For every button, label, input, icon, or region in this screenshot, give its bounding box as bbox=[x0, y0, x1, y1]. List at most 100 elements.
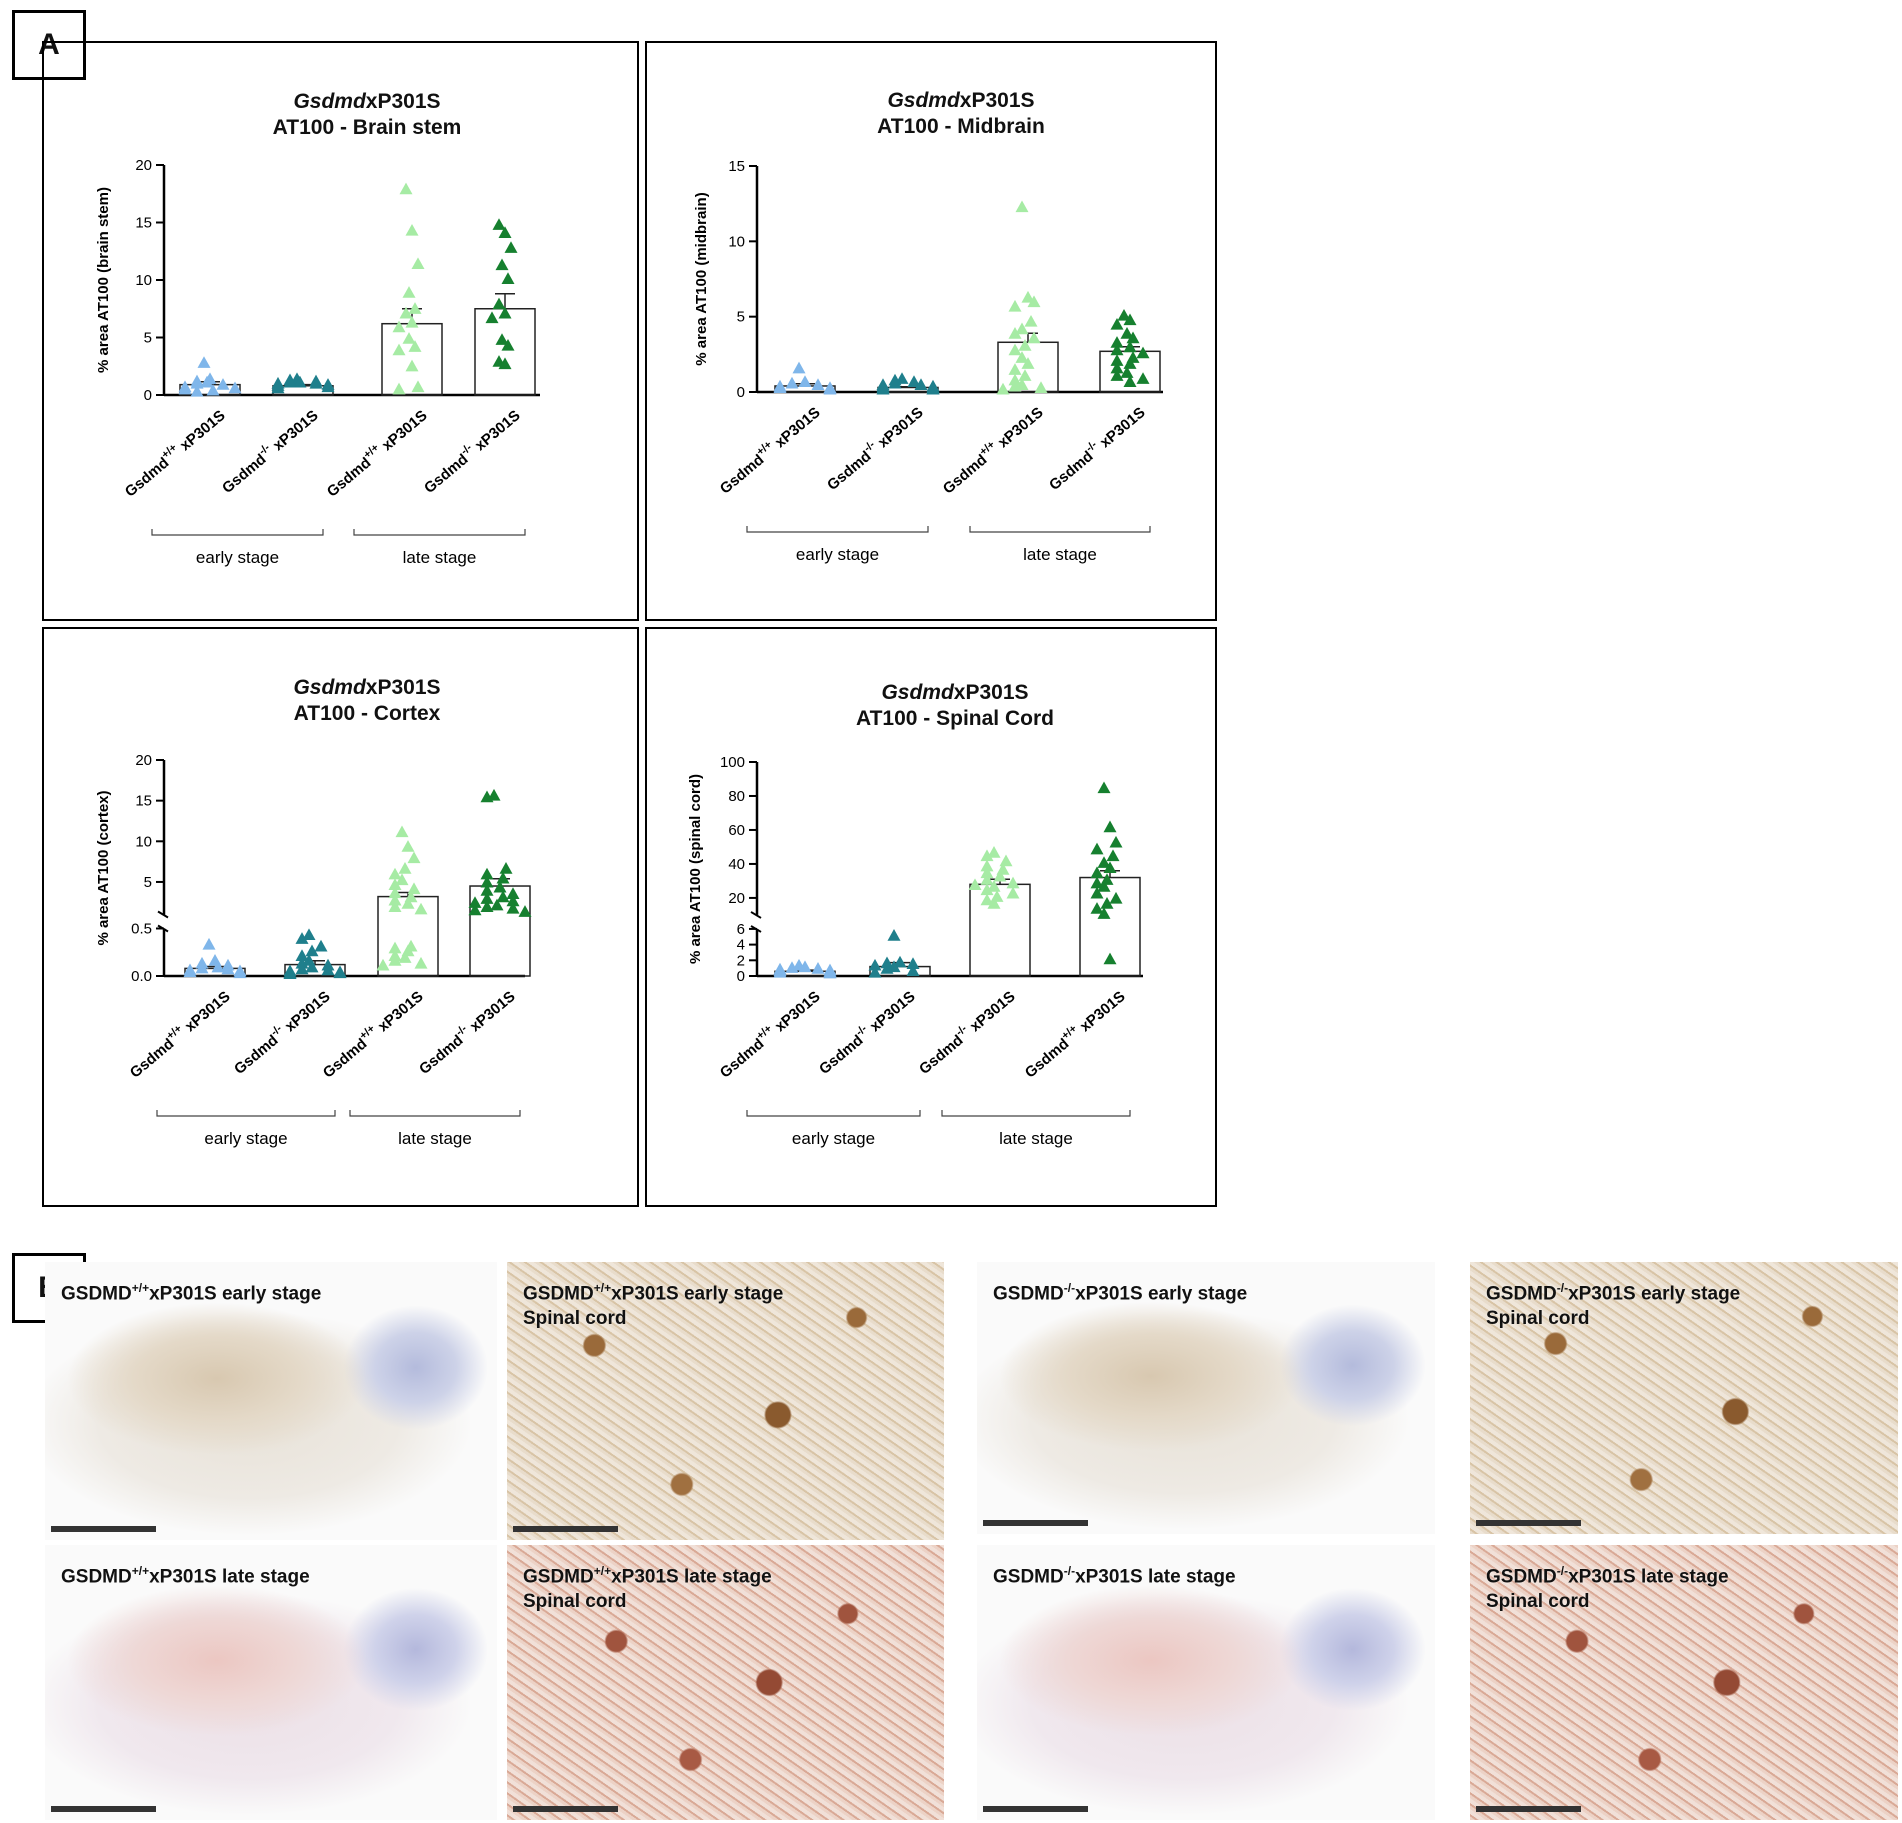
y-axis-label: % area AT100 (spinal cord) bbox=[687, 774, 704, 964]
data-point bbox=[906, 957, 920, 969]
data-point bbox=[398, 951, 412, 963]
data-point bbox=[914, 378, 928, 390]
group-bracket bbox=[349, 1110, 521, 1117]
x-tick-label: Gsdmd+/+ xP301S bbox=[1020, 986, 1129, 1082]
data-point bbox=[1008, 343, 1022, 356]
micrograph-7: GSDMD-/-xP301S late stage bbox=[977, 1545, 1435, 1820]
micrograph-3: GSDMD-/-xP301S early stage bbox=[977, 1262, 1435, 1534]
sem-error-bar bbox=[495, 293, 515, 309]
data-point bbox=[376, 958, 390, 971]
data-point bbox=[811, 378, 825, 390]
data-point bbox=[321, 963, 335, 976]
x-tick-label: Gsdmd-/- xP301S bbox=[814, 986, 918, 1078]
group-bracket bbox=[746, 526, 929, 533]
y-tick-label: 0.5 bbox=[131, 920, 152, 937]
data-point bbox=[1120, 327, 1134, 339]
data-point bbox=[309, 376, 323, 389]
y-tick-label: 40 bbox=[728, 856, 745, 873]
data-point bbox=[496, 871, 510, 884]
y-tick-label: 80 bbox=[728, 788, 745, 805]
series-3 bbox=[968, 846, 1031, 977]
y-tick-label: 4 bbox=[737, 937, 745, 954]
y-axis-label: % area AT100 (midbrain) bbox=[693, 192, 710, 365]
data-point bbox=[1110, 361, 1124, 374]
data-point bbox=[1117, 308, 1131, 321]
group-label: early stage bbox=[792, 1129, 875, 1148]
data-point bbox=[887, 929, 901, 941]
y-tick-label: 2 bbox=[737, 952, 745, 969]
data-point bbox=[1110, 343, 1124, 356]
micrograph-label-prefix: GSDMD bbox=[1486, 1283, 1557, 1305]
data-point bbox=[1110, 336, 1124, 348]
data-point bbox=[1034, 381, 1048, 393]
micrograph-label-stage: xP301S early stage bbox=[611, 1283, 784, 1305]
data-point bbox=[414, 902, 428, 915]
micrograph-label-prefix: GSDMD bbox=[61, 1283, 132, 1305]
micrograph-label-genotype: +/+ bbox=[131, 1281, 150, 1295]
micrograph-label-region: Spinal cord bbox=[523, 1308, 627, 1330]
data-point bbox=[414, 956, 428, 969]
data-point bbox=[333, 966, 347, 979]
data-point bbox=[1021, 357, 1035, 369]
data-point bbox=[1015, 351, 1029, 363]
data-point bbox=[321, 380, 335, 393]
data-point bbox=[1136, 346, 1150, 359]
micrograph-label-genotype: -/- bbox=[1556, 1564, 1569, 1578]
data-point bbox=[785, 376, 799, 389]
data-point bbox=[405, 359, 419, 372]
data-point bbox=[1126, 331, 1140, 344]
data-point bbox=[1008, 327, 1022, 339]
data-point bbox=[506, 894, 520, 907]
group-label: late stage bbox=[999, 1129, 1073, 1148]
scale-bar bbox=[1476, 1806, 1581, 1812]
group-bracket bbox=[941, 1110, 1131, 1117]
series-4 bbox=[468, 788, 532, 977]
micrograph-label-stage: xP301S early stage bbox=[149, 1283, 322, 1305]
data-point bbox=[1136, 372, 1150, 384]
data-point bbox=[987, 880, 1001, 892]
scale-bar bbox=[51, 1806, 156, 1812]
y-tick-label: 5 bbox=[144, 330, 152, 347]
data-point bbox=[305, 944, 319, 957]
data-point bbox=[1097, 781, 1111, 794]
data-point bbox=[1110, 317, 1124, 330]
data-point bbox=[388, 941, 402, 954]
micrograph-label-genotype: +/+ bbox=[593, 1281, 612, 1295]
data-point bbox=[498, 357, 512, 370]
data-point bbox=[518, 905, 532, 917]
data-point bbox=[1110, 369, 1124, 381]
data-point bbox=[388, 900, 402, 912]
data-point bbox=[1027, 295, 1041, 308]
data-point bbox=[480, 867, 494, 880]
data-point bbox=[773, 381, 787, 393]
data-point bbox=[1008, 363, 1022, 375]
chart-subtitle: AT100 - Midbrain bbox=[877, 115, 1045, 138]
data-point bbox=[498, 226, 512, 238]
data-point bbox=[295, 932, 309, 944]
data-point bbox=[202, 937, 216, 950]
data-point bbox=[1018, 339, 1032, 351]
data-point bbox=[980, 859, 994, 872]
data-point bbox=[1097, 880, 1111, 892]
data-point bbox=[485, 311, 499, 324]
data-point bbox=[1090, 902, 1104, 914]
data-point bbox=[401, 840, 415, 852]
chart-title-italic: Gsdmd bbox=[293, 676, 366, 699]
data-point bbox=[395, 825, 409, 838]
data-point bbox=[392, 382, 406, 395]
data-point bbox=[987, 897, 1001, 909]
chart-panel-2 bbox=[645, 41, 1217, 621]
data-point bbox=[405, 315, 419, 328]
data-point bbox=[798, 375, 812, 387]
data-point bbox=[1110, 354, 1124, 366]
data-point bbox=[1008, 379, 1022, 392]
group-bracket bbox=[156, 1110, 336, 1117]
data-point bbox=[493, 880, 507, 893]
data-point bbox=[221, 962, 235, 975]
data-point bbox=[233, 966, 247, 979]
data-point bbox=[283, 967, 297, 980]
data-point bbox=[1106, 849, 1120, 862]
chart-subtitle: AT100 - Cortex bbox=[293, 702, 441, 725]
